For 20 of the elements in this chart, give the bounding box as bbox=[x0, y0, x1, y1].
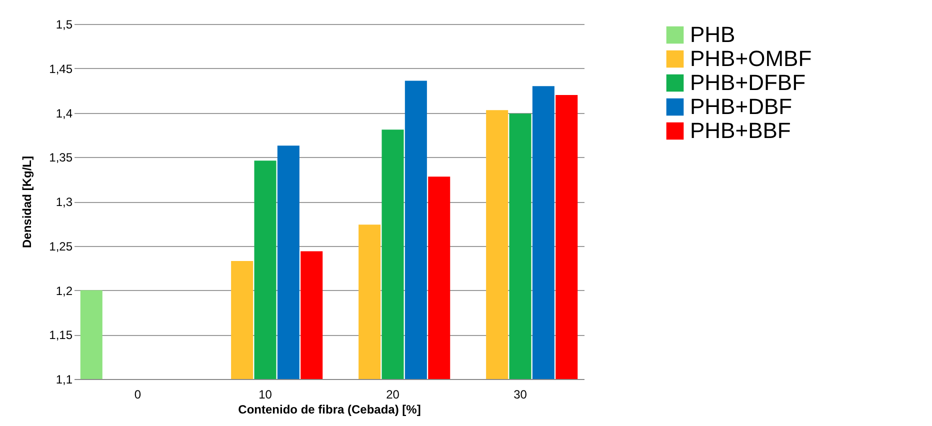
legend-label: PHB+DFBF bbox=[690, 70, 806, 95]
legend-label: PHB+DBF bbox=[690, 94, 792, 119]
y-axis-title: Densidad [Kg/L] bbox=[20, 156, 34, 248]
y-tick-label: 1,2 bbox=[56, 284, 73, 298]
y-tick-label: 1,3 bbox=[56, 195, 73, 209]
x-tick-label: 20 bbox=[386, 388, 400, 402]
x-tick-label: 30 bbox=[514, 388, 528, 402]
y-tick-label: 1,45 bbox=[49, 62, 73, 76]
y-tick-label: 1,4 bbox=[56, 106, 73, 120]
x-tick-label: 0 bbox=[134, 388, 142, 402]
legend-label: PHB+BBF bbox=[690, 118, 791, 143]
legend-label: PHB+OMBF bbox=[690, 46, 812, 71]
x-axis-title: Contenido de fibra (Cebada) [%] bbox=[238, 402, 421, 416]
legend-label: PHB bbox=[690, 22, 736, 47]
y-tick-label: 1,5 bbox=[56, 18, 73, 32]
y-tick-label: 1,35 bbox=[49, 150, 73, 165]
y-tick-label: 1,1 bbox=[56, 372, 73, 386]
x-tick-label: 10 bbox=[258, 388, 272, 402]
y-tick-label: 1,25 bbox=[49, 239, 73, 254]
y-tick-label: 1,15 bbox=[49, 328, 73, 342]
